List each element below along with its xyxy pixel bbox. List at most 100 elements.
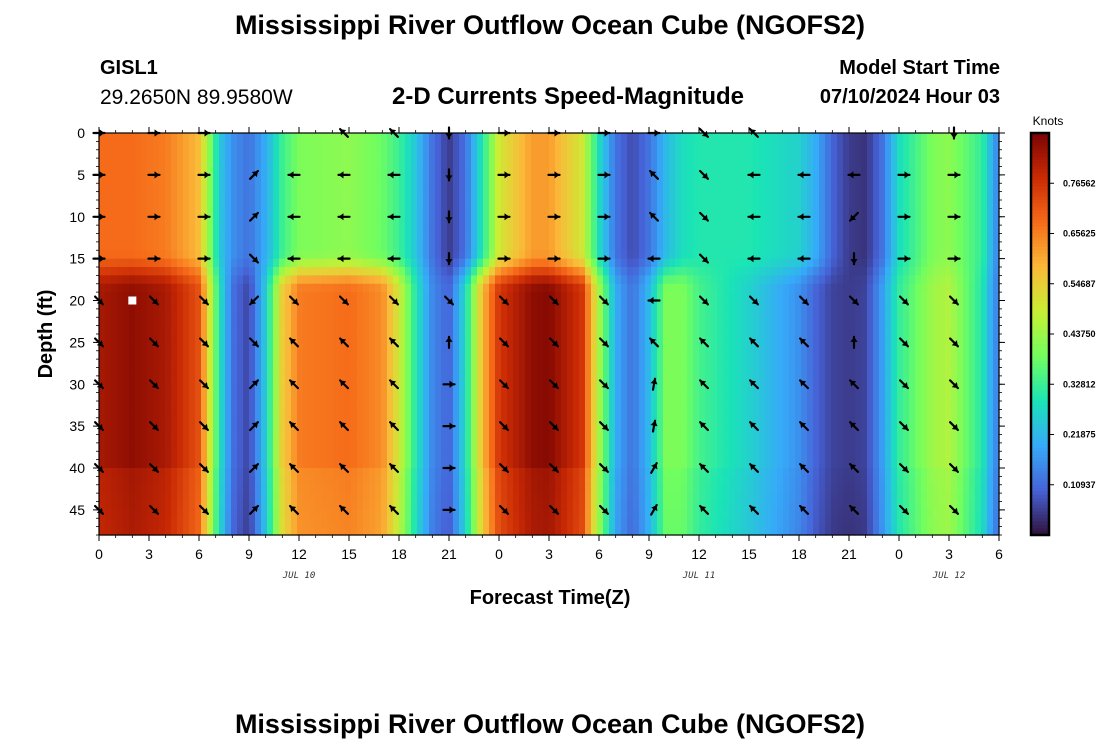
heatmap-cell [189, 300, 196, 310]
heatmap-cell [951, 250, 958, 260]
heatmap-cell [393, 275, 400, 285]
heatmap-cell [573, 208, 580, 218]
heatmap-cell [159, 342, 166, 352]
heatmap-cell [735, 359, 742, 369]
heatmap-cell [693, 133, 700, 142]
heatmap-cell [675, 317, 682, 327]
heatmap-cell [219, 367, 226, 377]
heatmap-cell [813, 241, 820, 251]
heatmap-cell [375, 225, 382, 235]
heatmap-cell [867, 183, 874, 193]
heatmap-cell [327, 216, 334, 226]
heatmap-cell [819, 334, 826, 343]
heatmap-cell [147, 283, 154, 293]
heatmap-cell [501, 241, 508, 251]
heatmap-cell [945, 191, 952, 201]
heatmap-cell [147, 342, 154, 352]
heatmap-cell [699, 225, 706, 235]
heatmap-cell [729, 375, 736, 385]
heatmap-cell [639, 392, 646, 402]
heatmap-cell [789, 359, 796, 369]
heatmap-cell [135, 183, 142, 193]
heatmap-cell [453, 166, 460, 176]
heatmap-cell [867, 158, 874, 168]
heatmap-cell [207, 149, 214, 159]
heatmap-cell [651, 208, 658, 218]
heatmap-cell [603, 325, 610, 335]
heatmap-cell [231, 233, 238, 243]
heatmap-cell [483, 334, 490, 343]
heatmap-cell [621, 350, 628, 360]
heatmap-cell [519, 216, 526, 226]
heatmap-cell [717, 241, 724, 251]
heatmap-cell [609, 166, 616, 176]
heatmap-cell [321, 409, 328, 419]
heatmap-cell [375, 359, 382, 369]
heatmap-cell [153, 208, 160, 218]
heatmap-cell [261, 375, 268, 385]
heatmap-cell [753, 275, 760, 285]
heatmap-cell [831, 241, 838, 251]
heatmap-cell [621, 250, 628, 260]
heatmap-cell [813, 216, 820, 226]
heatmap-cell [249, 401, 256, 410]
heatmap-cell [717, 233, 724, 243]
heatmap-cell [483, 384, 490, 394]
heatmap-cell [693, 149, 700, 159]
heatmap-cell [633, 200, 640, 209]
heatmap-cell [195, 384, 202, 394]
heatmap-cell [927, 141, 934, 151]
heatmap-cell [627, 334, 634, 343]
heatmap-cell [579, 258, 586, 268]
heatmap-cell [459, 149, 466, 159]
heatmap-cell [771, 367, 778, 377]
heatmap-cell [423, 375, 430, 385]
heatmap-cell [267, 375, 274, 385]
heatmap-cell [369, 267, 376, 276]
heatmap-cell [429, 233, 436, 243]
heatmap-cell [963, 191, 970, 201]
heatmap-cell [219, 317, 226, 327]
heatmap-cell [411, 325, 418, 335]
heatmap-cell [873, 191, 880, 201]
heatmap-cell [819, 216, 826, 226]
heatmap-cell [795, 174, 802, 184]
heatmap-cell [813, 275, 820, 285]
heatmap-cell [957, 325, 964, 335]
heatmap-cell [357, 275, 364, 285]
heatmap-cell [273, 392, 280, 402]
heatmap-cell [903, 350, 910, 360]
heatmap-cell [579, 292, 586, 302]
heatmap-cell [519, 200, 526, 209]
heatmap-cell [387, 258, 394, 268]
heatmap-cell [267, 367, 274, 377]
heatmap-cell [243, 283, 250, 293]
heatmap-cell [573, 174, 580, 184]
heatmap-cell [357, 149, 364, 159]
heatmap-cell [681, 250, 688, 260]
heatmap-cell [99, 149, 106, 159]
heatmap-cell [219, 308, 226, 318]
heatmap-cell [123, 392, 130, 402]
heatmap-cell [447, 275, 454, 285]
heatmap-cell [363, 334, 370, 343]
heatmap-cell [381, 191, 388, 201]
heatmap-cell [975, 375, 982, 385]
heatmap-cell [975, 233, 982, 243]
heatmap-cell [885, 133, 892, 142]
heatmap-cell [741, 250, 748, 260]
heatmap-cell [549, 325, 556, 335]
heatmap-cell [681, 334, 688, 343]
heatmap-cell [309, 267, 316, 276]
heatmap-cell [957, 216, 964, 226]
heatmap-cell [219, 375, 226, 385]
heatmap-cell [309, 367, 316, 377]
heatmap-cell [495, 191, 502, 201]
heatmap-cell [861, 267, 868, 276]
heatmap-cell [345, 392, 352, 402]
heatmap-cell [399, 267, 406, 276]
heatmap-cell [831, 267, 838, 276]
heatmap-cell [699, 183, 706, 193]
heatmap-cell [777, 367, 784, 377]
heatmap-cell [495, 359, 502, 369]
